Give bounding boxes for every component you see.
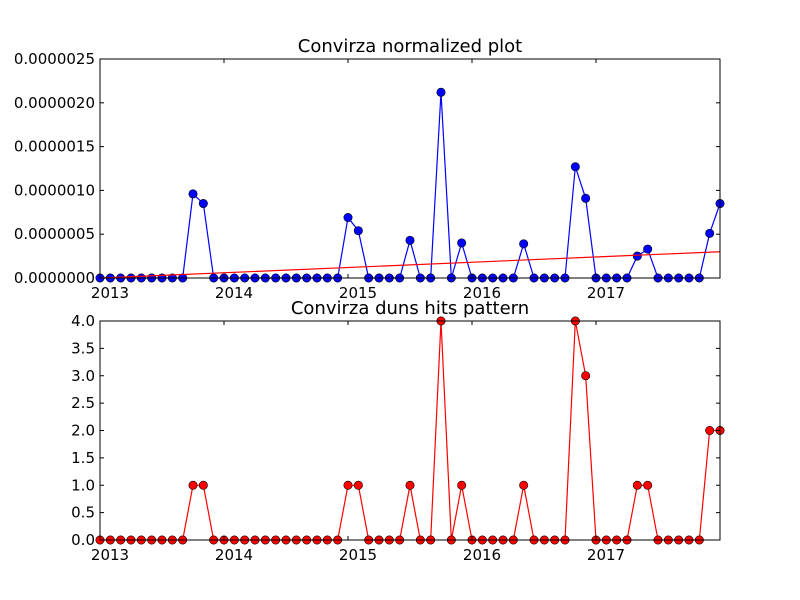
- duns-hits-point: [343, 480, 353, 490]
- duns-hits-ytick-label: 1.0: [71, 476, 95, 494]
- duns-hits-ytick-label: 3.0: [71, 367, 95, 385]
- duns-hits-xtick-label: 2013: [91, 546, 129, 564]
- normalized-ytick-label: 0.0000010: [14, 181, 95, 199]
- normalized-ytick-label: 0.0000025: [14, 50, 95, 68]
- duns-hits-xtick-label: 2015: [339, 546, 377, 564]
- normalized-point: [436, 87, 446, 97]
- normalized-point: [705, 228, 715, 238]
- normalized-xtick-label: 2015: [339, 284, 377, 302]
- normalized-ytick-label: 0.0000000: [14, 269, 95, 287]
- duns-hits-point: [581, 371, 591, 381]
- duns-hits-xtick-label: 2014: [215, 546, 253, 564]
- duns-hits-series-0: [95, 316, 725, 545]
- duns-hits-ytick-label: 0.0: [71, 531, 95, 549]
- duns-hits-point: [643, 480, 653, 490]
- duns-hits-xtick-label: 2017: [587, 546, 625, 564]
- duns-hits-xtick-label: 2016: [463, 546, 501, 564]
- normalized-point: [643, 244, 653, 254]
- duns-hits-ytick-label: 3.5: [71, 339, 95, 357]
- duns-hits-point: [405, 480, 415, 490]
- duns-hits-series-line: [100, 320, 720, 541]
- normalized-point: [570, 162, 580, 172]
- normalized-point: [581, 193, 591, 203]
- normalized-point: [188, 189, 198, 199]
- duns-hits-point: [632, 480, 642, 490]
- duns-hits-ytick-label: 2.0: [71, 422, 95, 440]
- normalized-xtick-label: 2017: [587, 284, 625, 302]
- normalized-xtick-label: 2016: [463, 284, 501, 302]
- normalized-series-0: [95, 87, 725, 283]
- duns-hits-point: [705, 425, 715, 435]
- duns-hits-point: [198, 480, 208, 490]
- duns-hits-ytick-label: 1.5: [71, 449, 95, 467]
- duns-hits-point: [353, 480, 363, 490]
- normalized-point: [632, 251, 642, 261]
- duns-hits-ytick-label: 4.0: [71, 312, 95, 330]
- duns-hits-panel: Convirza duns hits pattern 0.0 0.5 1.0 1.5 2…: [71, 298, 725, 564]
- normalized-point: [405, 235, 415, 245]
- normalized-ytick-label: 0.0000015: [14, 138, 95, 156]
- normalized-xtick-label: 2014: [215, 284, 253, 302]
- normalized-series-line: [100, 92, 721, 279]
- duns-hits-title: Convirza duns hits pattern: [291, 298, 529, 319]
- normalized-point: [198, 199, 208, 209]
- normalized-axes-frame: [99, 58, 721, 279]
- normalized-point: [343, 213, 353, 223]
- normalized-point: [519, 239, 529, 249]
- normalized-point: [353, 226, 363, 236]
- normalized-ytick-label: 0.0000005: [14, 225, 95, 243]
- normalized-series-1: [99, 251, 721, 279]
- duns-hits-point: [519, 480, 529, 490]
- normalized-xtick-label: 2013: [91, 284, 129, 302]
- duns-hits-ytick-label: 2.5: [71, 394, 95, 412]
- normalized-point: [457, 238, 467, 248]
- normalized-ytick-label: 0.0000020: [14, 94, 95, 112]
- duns-hits-ytick-label: 0.5: [71, 504, 95, 522]
- normalized-plot-panel: Convirza normalized plot 0.0000000 0.0000…: [14, 36, 725, 302]
- normalized-trend-line: [99, 251, 721, 279]
- duns-hits-point: [188, 480, 198, 490]
- duns-hits-point: [457, 480, 467, 490]
- normalized-plot-title: Convirza normalized plot: [298, 36, 522, 57]
- duns-hits-axes-frame: [99, 320, 721, 541]
